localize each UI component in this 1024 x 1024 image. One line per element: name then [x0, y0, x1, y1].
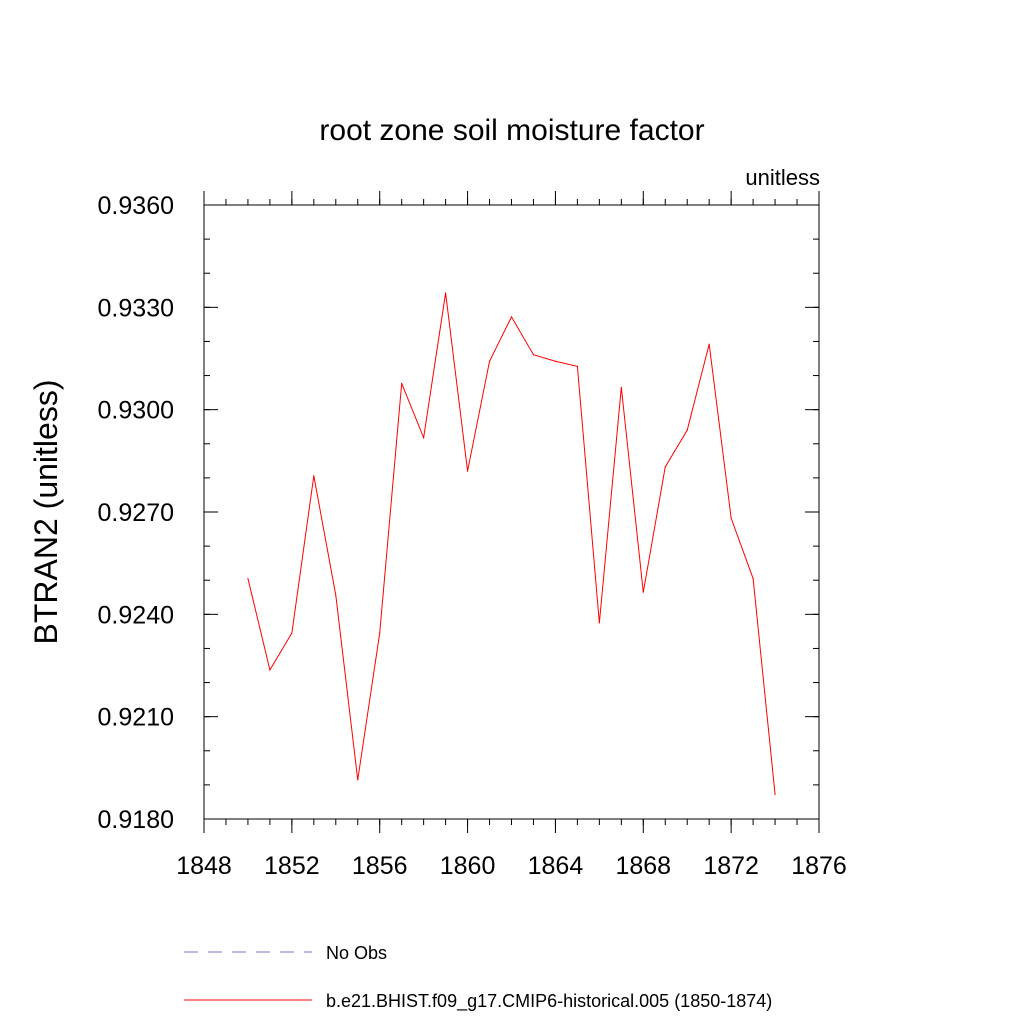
legend-label: No Obs	[326, 943, 387, 963]
units-label: unitless	[745, 165, 820, 190]
y-tick-label: 0.9360	[98, 192, 174, 220]
data-point	[313, 475, 315, 477]
data-point	[488, 360, 491, 362]
data-point	[620, 386, 622, 389]
y-tick-label: 0.9300	[98, 397, 174, 425]
series-line	[247, 292, 776, 795]
x-tick-label: 1848	[176, 852, 232, 880]
y-tick-label: 0.9330	[98, 294, 174, 322]
data-point	[642, 591, 644, 593]
chart-title: root zone soil moisture factor	[319, 114, 704, 147]
data-point	[445, 292, 447, 294]
y-axis: 0.9180 0.9210 0.9240 0.9270 0.9300 0.9330 0.93…	[98, 192, 819, 834]
data-point	[598, 622, 600, 624]
legend: No Obs b.e21.BHIST.f09_g17.CMIP6-historic…	[184, 943, 772, 1012]
data-point	[466, 470, 469, 472]
x-tick-label: 1868	[615, 852, 671, 880]
data-point	[335, 594, 337, 596]
data-point	[247, 577, 249, 580]
data-point	[357, 779, 359, 781]
x-axis: 1848 1852 1856 1860 1864 1868 1872 1876	[176, 191, 847, 880]
plot-frame	[203, 204, 820, 820]
data-point	[401, 382, 403, 385]
legend-label: b.e21.BHIST.f09_g17.CMIP6-historical.005…	[326, 991, 772, 1012]
data-point	[510, 316, 513, 318]
data-point	[774, 793, 776, 796]
y-tick-label: 0.9210	[98, 704, 174, 732]
y-tick-label: 0.9270	[98, 499, 174, 527]
y-axis-title: BTRAN2 (unitless)	[28, 380, 64, 645]
data-point	[291, 632, 293, 634]
data-point	[379, 632, 381, 634]
data-point	[532, 354, 535, 356]
data-point	[708, 343, 710, 345]
data-point	[576, 365, 578, 367]
x-tick-label: 1876	[791, 852, 847, 880]
data-point	[554, 360, 557, 362]
data-point	[423, 437, 425, 439]
series-layer	[247, 292, 776, 796]
data-point	[730, 517, 732, 519]
data-point	[686, 429, 688, 431]
x-tick-label: 1852	[264, 852, 320, 880]
y-tick-label: 0.9180	[98, 806, 174, 834]
data-point	[752, 577, 754, 580]
x-tick-label: 1864	[528, 852, 584, 880]
x-tick-label: 1856	[352, 852, 408, 880]
data-point	[664, 466, 666, 468]
x-tick-label: 1860	[440, 852, 496, 880]
data-point	[269, 669, 271, 671]
x-tick-label: 1872	[703, 852, 759, 880]
y-tick-label: 0.9240	[98, 601, 174, 629]
